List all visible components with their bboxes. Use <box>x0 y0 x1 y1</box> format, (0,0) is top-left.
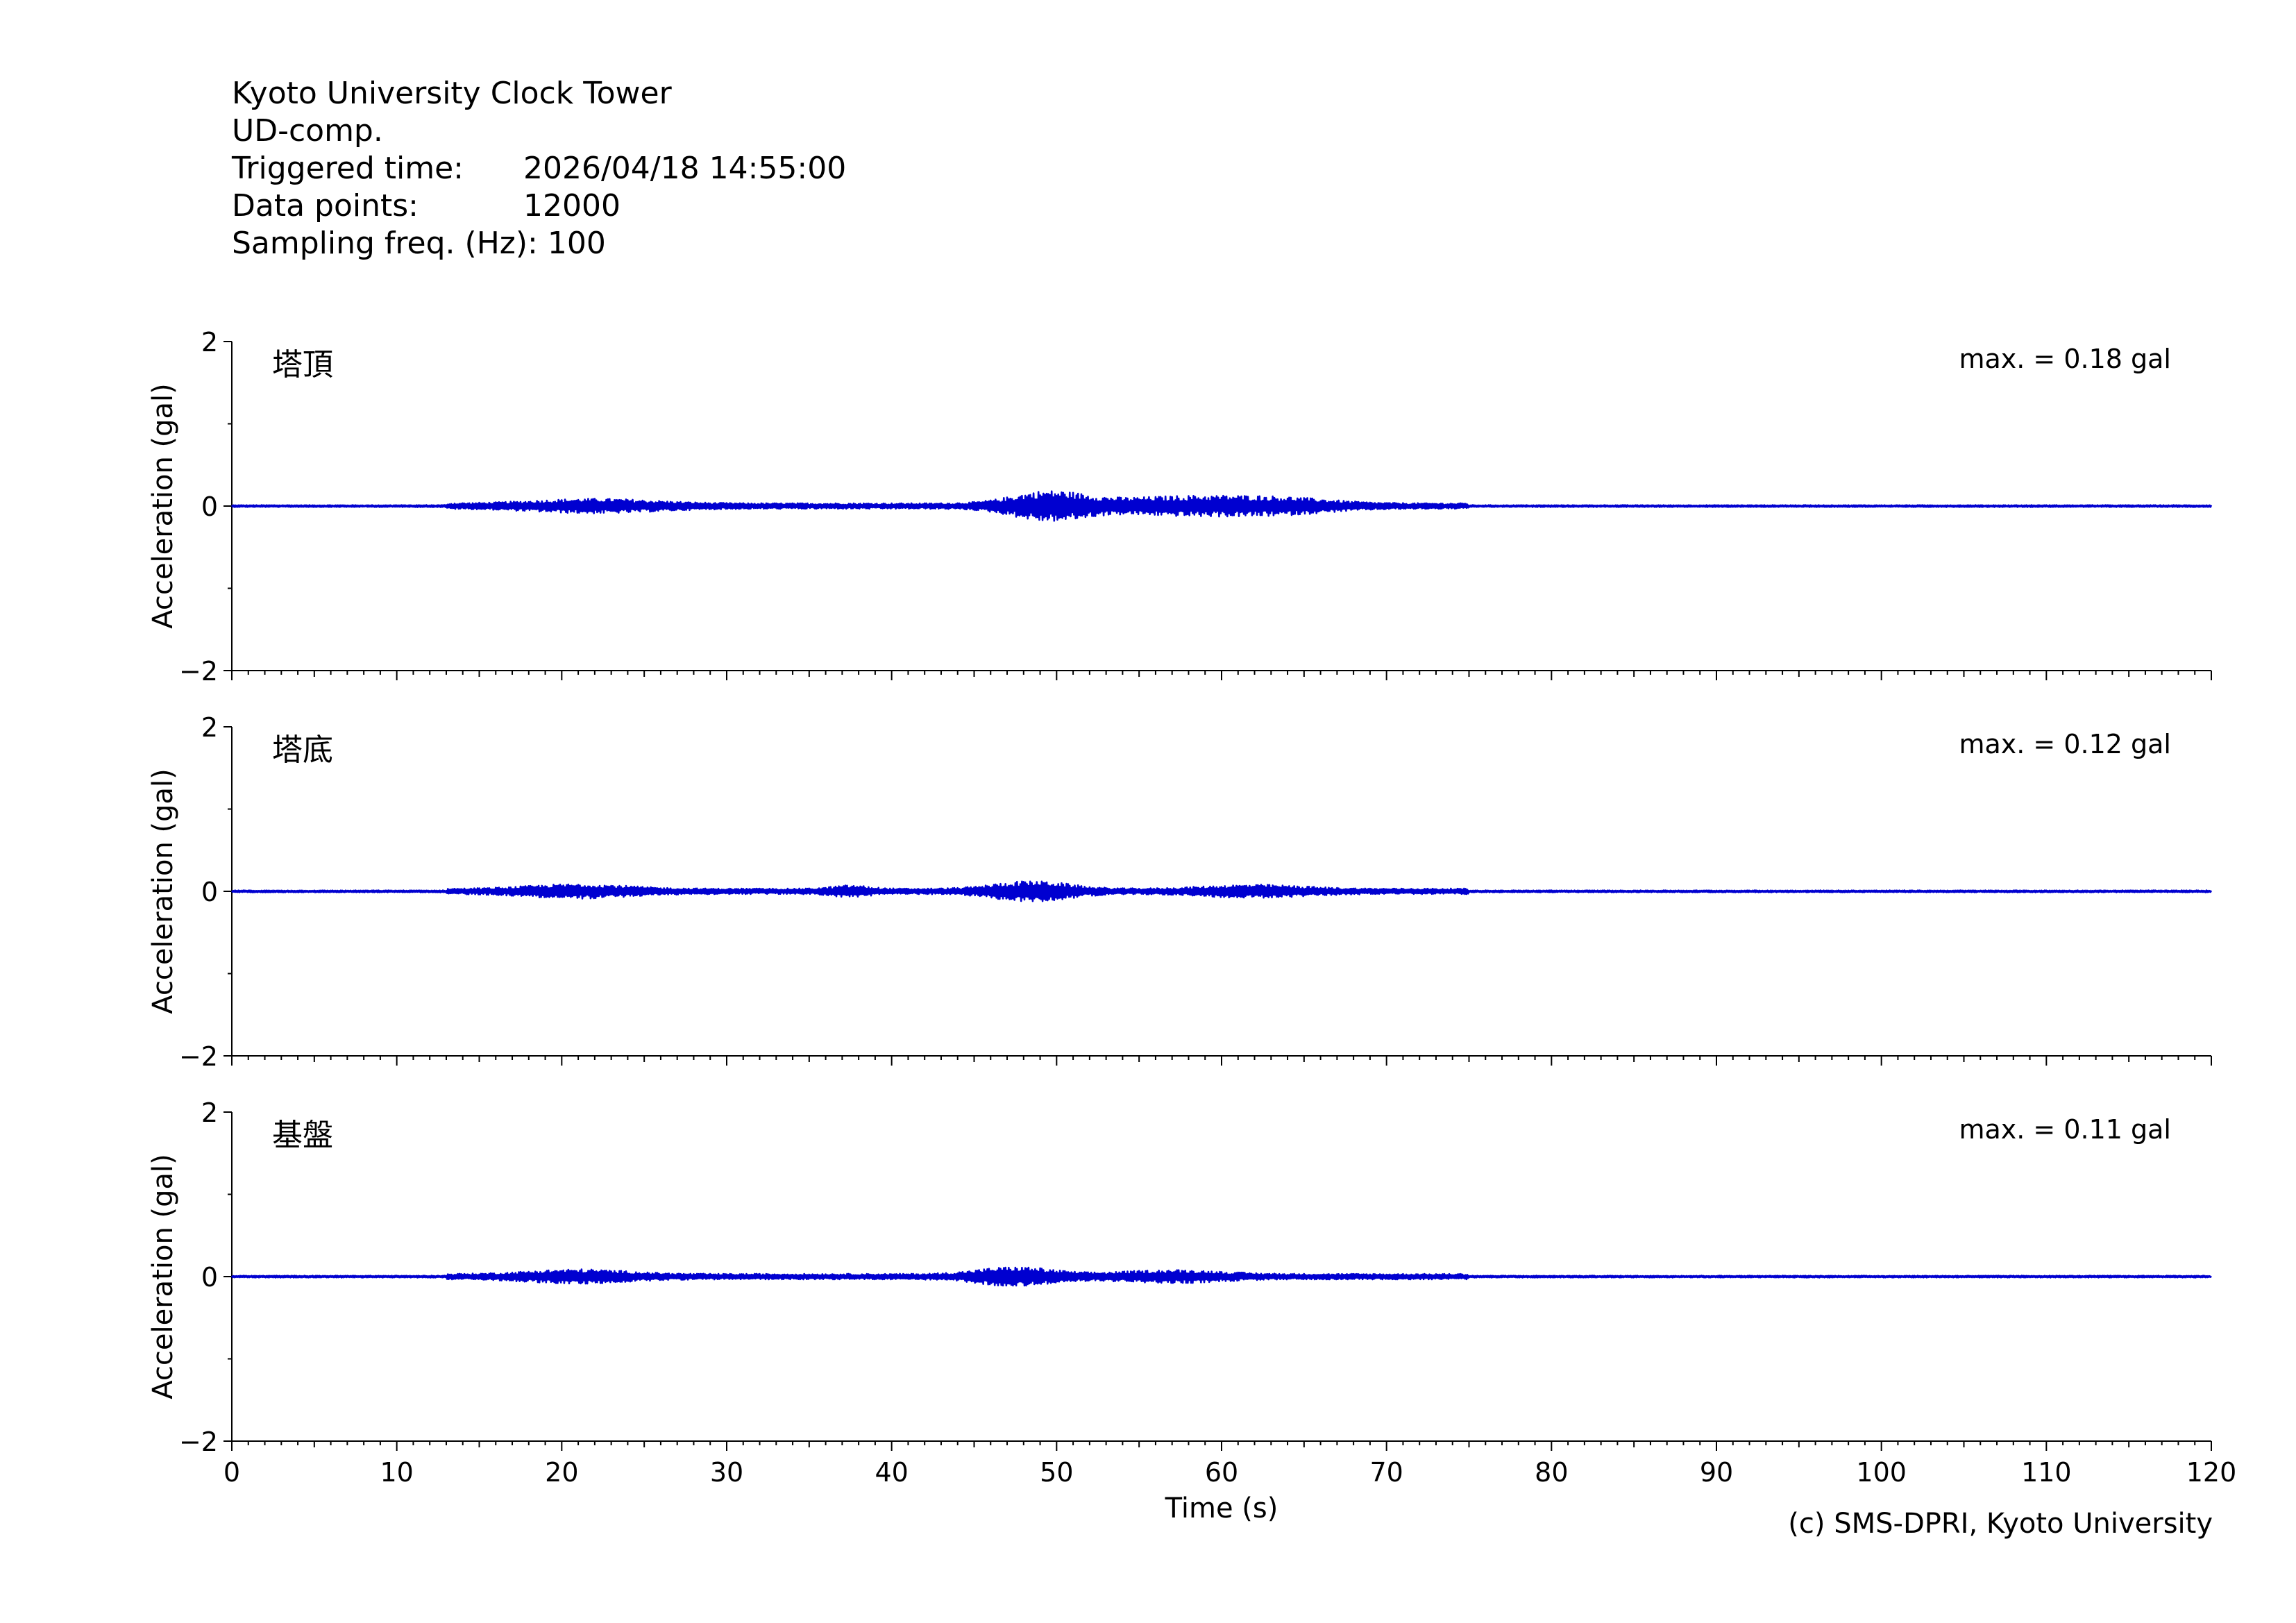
y-tick-label: 0 <box>201 491 218 522</box>
y-axis-label: Acceleration (gal) <box>147 1154 179 1399</box>
max-value-label: max. = 0.12 gal <box>1959 729 2171 759</box>
x-axis-label: Time (s) <box>1165 1492 1278 1524</box>
triggered-time-row: Triggered time: 2026/04/18 14:55:00 <box>232 150 846 187</box>
data-points-label: Data points: <box>232 188 419 224</box>
x-tick-label: 70 <box>1369 1457 1403 1488</box>
y-tick-label: 2 <box>201 327 218 358</box>
station-label: 塔頂 <box>272 347 333 382</box>
x-tick-label: 60 <box>1205 1457 1238 1488</box>
x-tick-label: 90 <box>1700 1457 1733 1488</box>
waveform-trace <box>230 1266 2212 1287</box>
sampling-freq-row: Sampling freq. (Hz): 100 <box>232 225 846 262</box>
waveform-trace <box>230 490 2213 522</box>
max-value-label: max. = 0.18 gal <box>1959 344 2171 374</box>
data-points-value: 12000 <box>523 188 621 224</box>
triggered-time-value: 2026/04/18 14:55:00 <box>523 151 847 186</box>
x-tick-label: 20 <box>545 1457 578 1488</box>
panel-3 <box>223 1111 2212 1451</box>
y-tick-label: 2 <box>201 1098 218 1128</box>
panel-2 <box>223 726 2213 1066</box>
y-tick-label: −2 <box>179 1427 218 1457</box>
x-tick-label: 0 <box>223 1457 240 1488</box>
sampling-freq-label: Sampling freq. (Hz): <box>232 226 538 261</box>
data-points-row: Data points: 12000 <box>232 187 846 225</box>
y-axis-label: Acceleration (gal) <box>147 768 179 1014</box>
y-tick-label: 0 <box>201 1262 218 1293</box>
station-label: 基盤 <box>272 1118 333 1153</box>
y-tick-label: 0 <box>201 877 218 907</box>
y-tick-label: −2 <box>179 656 218 687</box>
x-tick-label: 50 <box>1040 1457 1073 1488</box>
x-tick-label: 110 <box>2021 1457 2072 1488</box>
x-tick-label: 80 <box>1535 1457 1568 1488</box>
sampling-freq-value: 100 <box>547 226 606 261</box>
max-value-label: max. = 0.11 gal <box>1959 1114 2171 1145</box>
header-info: Kyoto University Clock Tower UD-comp. Tr… <box>232 75 846 262</box>
waveform-trace <box>230 880 2213 902</box>
x-tick-label: 120 <box>2186 1457 2237 1488</box>
copyright-credit: (c) SMS-DPRI, Kyoto University <box>1788 1508 2213 1540</box>
x-tick-label: 100 <box>1856 1457 1907 1488</box>
panel-1 <box>223 341 2213 680</box>
station-label: 塔底 <box>272 732 333 768</box>
x-tick-label: 10 <box>380 1457 413 1488</box>
triggered-time-label: Triggered time: <box>232 151 464 186</box>
y-tick-label: −2 <box>179 1041 218 1072</box>
x-tick-label: 40 <box>875 1457 908 1488</box>
station-name: Kyoto University Clock Tower <box>232 76 672 111</box>
y-tick-label: 2 <box>201 712 218 743</box>
y-axis-label: Acceleration (gal) <box>147 383 179 629</box>
component-label: UD-comp. <box>232 113 383 149</box>
x-tick-label: 30 <box>710 1457 743 1488</box>
